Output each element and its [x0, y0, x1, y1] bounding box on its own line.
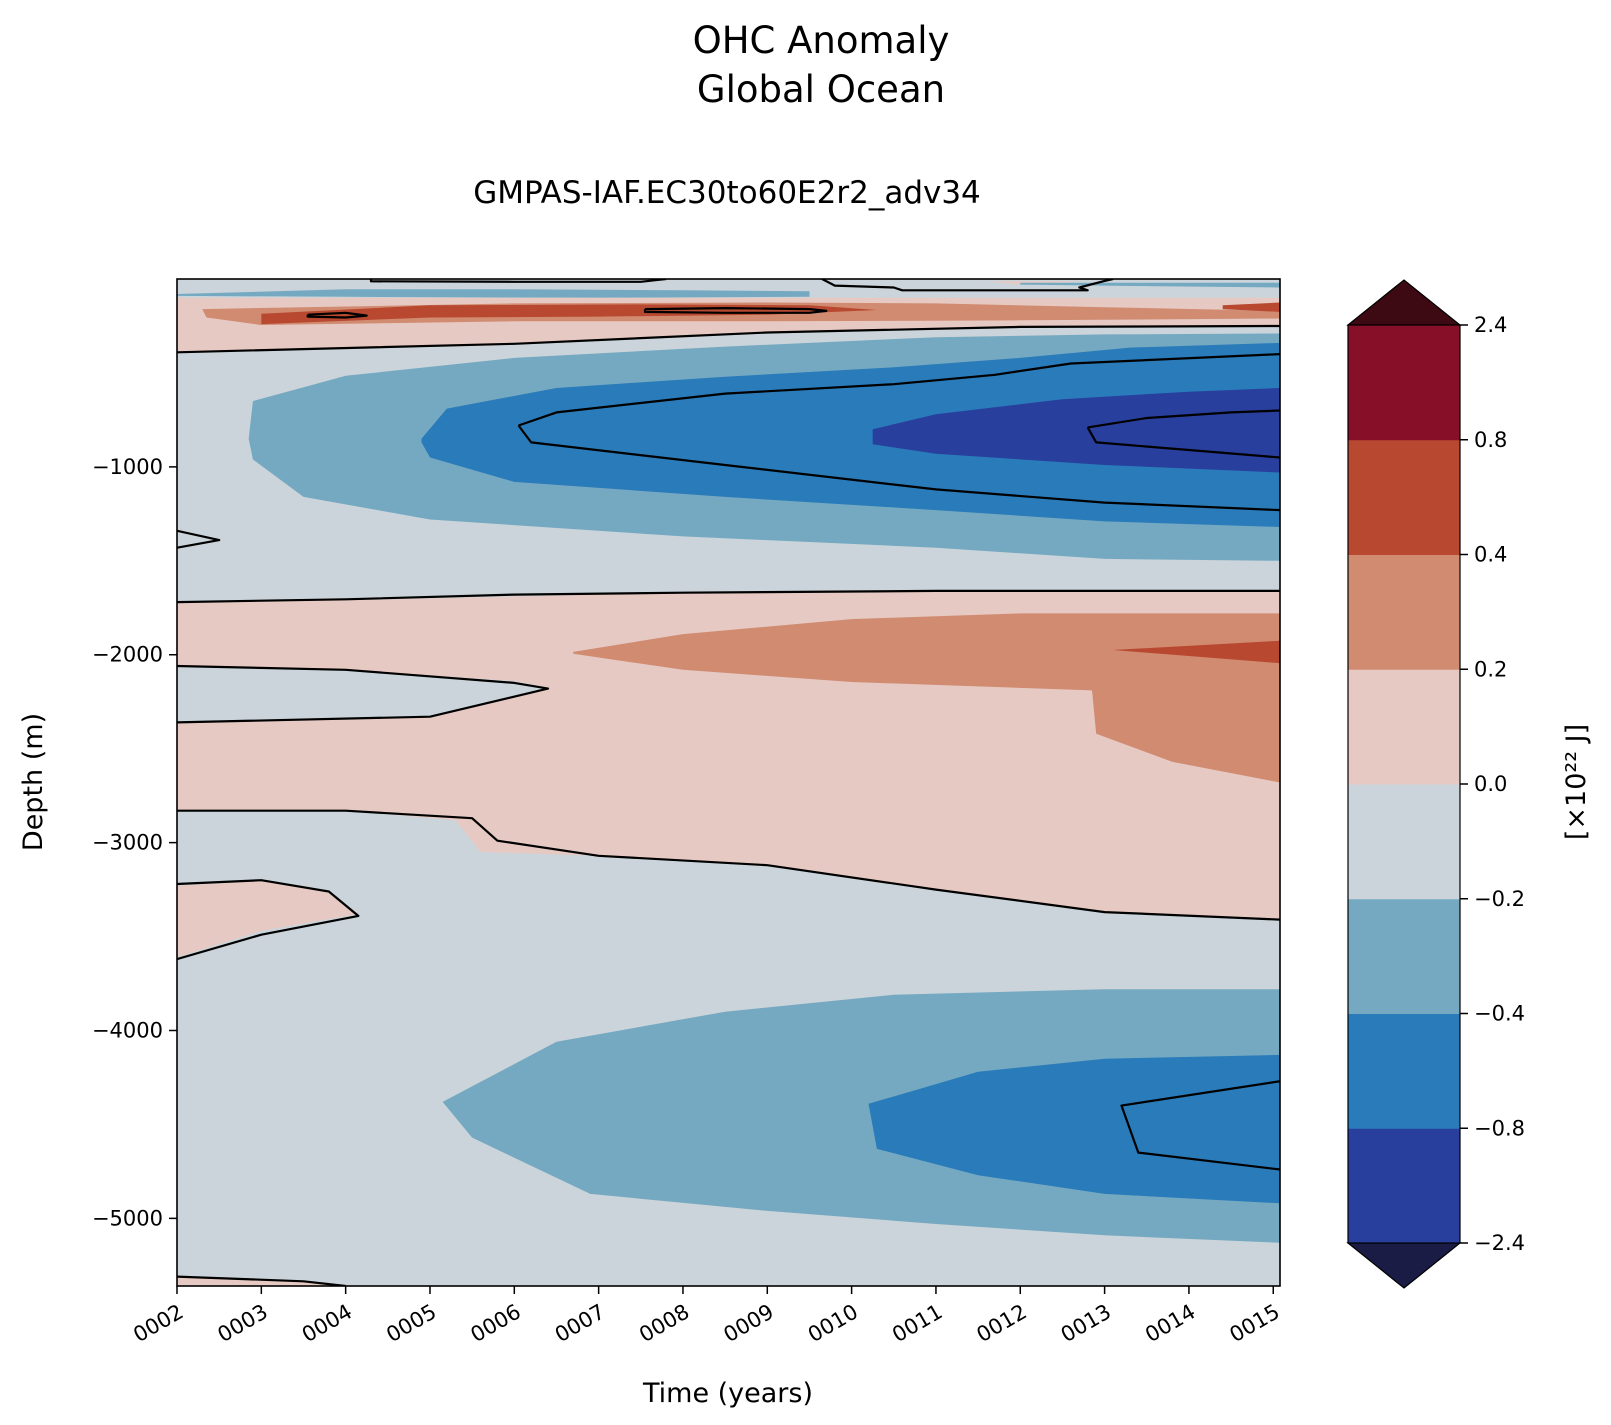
y-tick-label: −5000: [92, 1206, 163, 1230]
y-tick-label: −2000: [92, 643, 163, 667]
contour-fill-12: [177, 666, 548, 723]
x-tick-label: 0012: [972, 1300, 1030, 1348]
contour-line-4: [177, 589, 1280, 604]
colorbar-tick-label: 0.8: [1474, 428, 1507, 452]
x-tick-label: 0015: [1225, 1300, 1283, 1348]
contour-line-2: [177, 324, 1280, 354]
y-tick-label: −4000: [92, 1018, 163, 1042]
chart-subtitle: Global Ocean: [697, 68, 945, 111]
contour-line-5: [177, 664, 550, 724]
y-tick-label: −3000: [92, 831, 163, 855]
x-tick-label: 0014: [1141, 1300, 1199, 1348]
contour-fills: [177, 279, 1280, 1286]
contour-fill-1: [177, 289, 810, 298]
chart-title: OHC Anomaly: [693, 19, 950, 62]
colorbar-tick-label: −2.4: [1474, 1231, 1525, 1255]
colorbar-band: [1348, 669, 1460, 785]
contour-line-12: [517, 424, 1280, 512]
x-tick-label: 0008: [635, 1300, 693, 1348]
contour-line-7: [177, 879, 360, 961]
contour-line-1: [821, 279, 1114, 292]
contour-fill-7: [1020, 282, 1280, 288]
x-tick-label: 0002: [129, 1300, 187, 1348]
contour-fill-17: [868, 1054, 1280, 1204]
colorbar-band: [1348, 898, 1460, 1014]
colorbar-extend-max: [1346, 279, 1462, 326]
x-tick-label: 0004: [298, 1300, 356, 1348]
colorbar-tick-label: 0.0: [1474, 772, 1507, 796]
colorbar-band: [1348, 554, 1460, 670]
colorbar-band: [1348, 1128, 1460, 1244]
contour-lines: [177, 279, 1280, 1286]
contour-line-14: [1086, 426, 1280, 459]
x-axis-label: Time (years): [642, 1378, 813, 1409]
x-tick-label: 0011: [888, 1300, 946, 1348]
colorbar-tick-label: −0.4: [1474, 1002, 1525, 1026]
x-tick-label: 0005: [382, 1300, 440, 1348]
x-tick-label: 0003: [214, 1300, 272, 1348]
contour-line-11: [518, 353, 1280, 427]
x-tick-label: 0013: [1057, 1300, 1115, 1348]
colorbar: −2.4 −0.8 −0.4 −0.2 0.0 0.2 0.4 0.8 2.4: [1346, 279, 1525, 1289]
contour-line-6: [177, 809, 1280, 921]
colorbar-band: [1348, 325, 1460, 441]
x-tick-label: 0010: [804, 1300, 862, 1348]
y-axis-ticks: −1000 −2000 −3000 −4000 −5000: [92, 455, 177, 1230]
colorbar-band: [1348, 1013, 1460, 1129]
colorbar-extend-min: [1346, 1242, 1462, 1289]
run-name: GMPAS-IAF.EC30to60E2r2_adv34: [473, 175, 981, 211]
contour-line-13: [1087, 409, 1280, 429]
contour-line-15: [1120, 1080, 1280, 1171]
colorbar-band: [1348, 784, 1460, 900]
plot-area: 0002 0003 0004 0005 0006 0007 0008 0009 0010 0011…: [92, 278, 1284, 1347]
contour-fill-10: [872, 388, 1280, 473]
contour-fill-13: [573, 613, 1280, 783]
x-axis-ticks: 0002 0003 0004 0005 0006 0007 0008 0009 0010 0011…: [129, 1286, 1284, 1347]
y-tick-label: −1000: [92, 455, 163, 479]
contour-fill-9: [421, 342, 1280, 527]
colorbar-tick-label: 0.4: [1474, 543, 1507, 567]
colorbar-tick-label: 0.2: [1474, 657, 1507, 681]
colorbar-band: [1348, 439, 1460, 555]
contour-fill-4: [261, 304, 877, 325]
contour-line-10: [643, 307, 828, 314]
colorbar-label: [×10²² J]: [1561, 724, 1592, 840]
colorbar-tick-label: −0.2: [1474, 887, 1525, 911]
contour-fill-5: [1222, 302, 1280, 312]
y-axis-label: Depth (m): [18, 713, 49, 851]
contour-line-3: [177, 529, 221, 549]
contour-fill-15: [177, 881, 359, 958]
contour-line-8: [177, 1275, 346, 1286]
x-tick-label: 0006: [467, 1300, 525, 1348]
contour-fill-14: [1113, 640, 1280, 664]
plot-frame: [176, 278, 1281, 1287]
contour-line-9: [306, 311, 368, 319]
x-tick-label: 0007: [551, 1300, 609, 1348]
x-tick-label: 0009: [719, 1300, 777, 1348]
colorbar-tick-label: 2.4: [1474, 313, 1507, 337]
colorbar-tick-label: −0.8: [1474, 1116, 1525, 1140]
